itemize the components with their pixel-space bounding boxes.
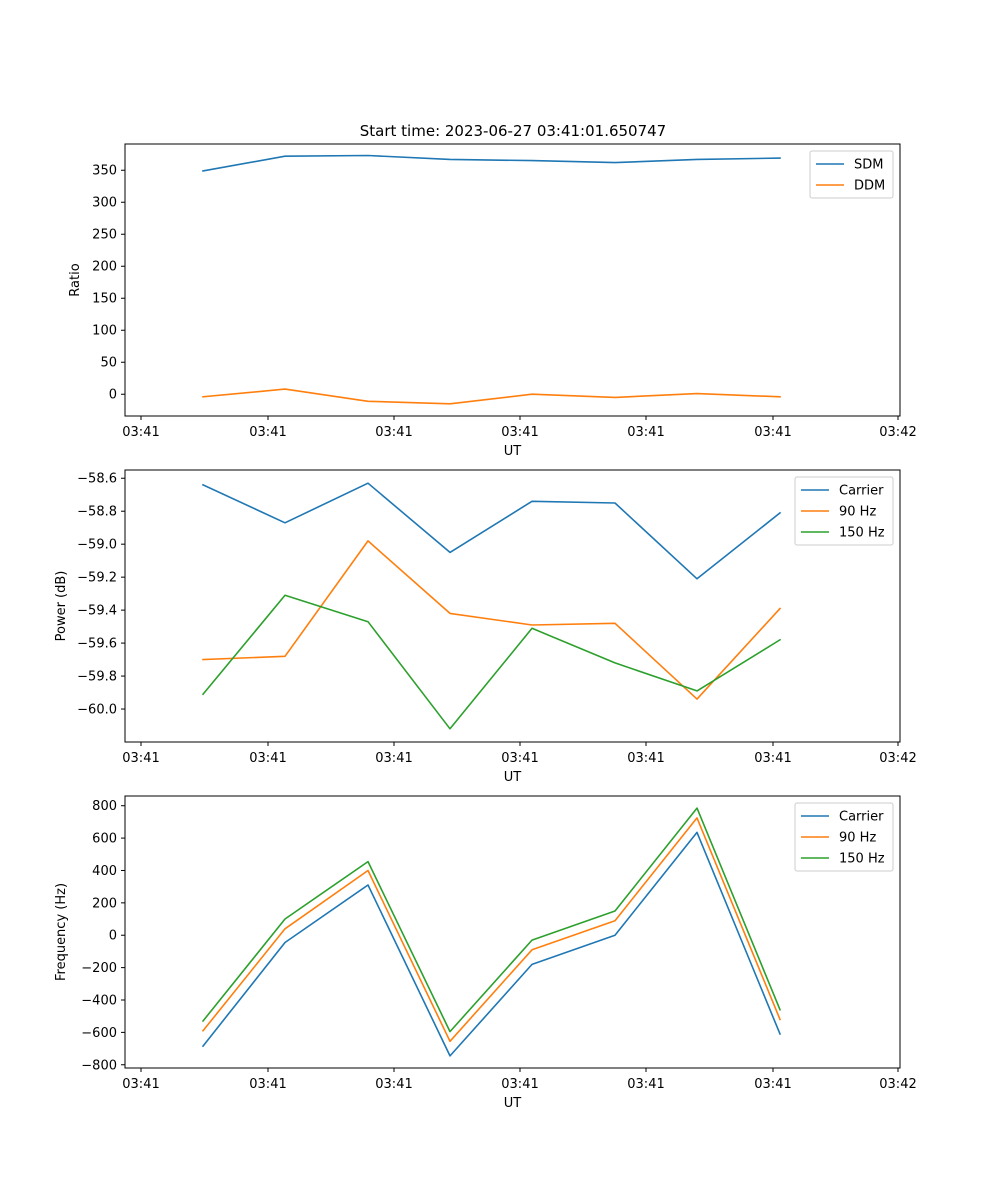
x-tick-label: 03:41 [501,1077,538,1092]
series-line-ddm [202,388,781,405]
legend-box [809,150,894,199]
y-tick-label: 100 [92,324,117,339]
x-tick-label: 03:41 [501,425,538,440]
x-tick-label: 03:41 [754,1077,791,1092]
legend-label: 90 Hz [839,831,876,846]
y-tick-label: −400 [81,994,117,1009]
legend: Carrier 90 Hz 150 Hz [794,476,894,546]
x-tick-label: 03:41 [249,425,286,440]
y-tick-label: −59.6 [77,637,117,652]
x-tick-label: 03:42 [879,425,916,440]
x-tick-label: 03:41 [754,425,791,440]
x-axis-label: UT [504,1096,522,1111]
chart-panel-1: 0 50 100 150 200 250 300 350 03:41 03:41 03:41 03:4… [68,143,917,459]
y-axis-label: Ratio [68,263,83,296]
y-tick-label: 350 [92,164,117,179]
y-tick-label: −58.8 [77,505,117,520]
legend: Carrier 90 Hz 150 Hz [794,802,894,872]
x-tick-label: 03:41 [627,1077,664,1092]
x-tick-label: 03:41 [122,425,159,440]
legend-box [794,802,894,872]
legend-label: Carrier [839,810,884,825]
y-tick-label: −59.4 [77,604,117,619]
y-tick-label: 50 [100,356,117,371]
axes-frame [124,143,901,417]
y-tick-label: 300 [92,196,117,211]
y-tick-label: −60.0 [77,703,117,718]
x-tick-label: 03:41 [122,751,159,766]
y-tick-label: −200 [81,961,117,976]
x-tick-label: 03:41 [501,751,538,766]
x-tick-label: 03:41 [627,425,664,440]
y-axis-label: Frequency (Hz) [54,883,69,981]
y-tick-label: 200 [92,896,117,911]
x-tick-label: 03:41 [375,1077,412,1092]
y-tick-label: 150 [92,292,117,307]
legend-label: SDM [854,158,883,173]
x-tick-label: 03:42 [879,751,916,766]
series-line-150-hz [201,594,782,730]
y-tick-label: 600 [92,832,117,847]
chart-panel-3: −800 −600 −400 −200 0 200 400 600 800 03:41 03:41 0… [54,795,917,1111]
x-axis-label: UT [504,770,522,785]
legend-label: 150 Hz [839,526,885,541]
legend-label: Carrier [839,484,884,499]
x-tick-label: 03:41 [249,1077,286,1092]
axes-frame [124,469,901,743]
x-tick-label: 03:41 [627,751,664,766]
series-line-90-hz [201,817,782,1043]
x-tick-label: 03:41 [249,751,286,766]
y-tick-label: −800 [81,1058,117,1073]
x-tick-label: 03:41 [375,425,412,440]
y-tick-label: −59.8 [77,670,117,685]
legend: SDM DDM [809,150,894,199]
x-axis-label: UT [504,444,522,459]
y-tick-label: −59.2 [77,571,117,586]
x-tick-label: 03:41 [754,751,791,766]
y-tick-label: 0 [109,388,117,403]
chart-title: Start time: 2023-06-27 03:41:01.650747 [360,122,666,140]
series-line-150-hz [201,807,782,1033]
y-tick-label: 200 [92,260,117,275]
series-line-carrier [201,831,782,1057]
legend-label: 150 Hz [839,852,885,867]
x-tick-label: 03:42 [879,1077,916,1092]
y-tick-label: −59.0 [77,538,117,553]
legend-label: 90 Hz [839,505,876,520]
legend-label: DDM [854,179,885,194]
series-line-carrier [201,482,782,580]
axes-frame [124,795,901,1069]
chart-panel-2: −60.0 −59.8 −59.6 −59.4 −59.2 −59.0 −58.8 −58.6… [54,469,917,785]
y-tick-label: 250 [92,228,117,243]
y-tick-label: 400 [92,864,117,879]
legend-box [794,476,894,546]
y-axis-label: Power (dB) [54,571,69,642]
x-tick-label: 03:41 [375,751,412,766]
y-tick-label: 800 [92,799,117,814]
series-line-sdm [202,154,781,172]
y-tick-label: 0 [109,929,117,944]
y-tick-label: −58.6 [77,472,117,487]
panels: 0 50 100 150 200 250 300 350 03:41 03:41 03:41 03:4… [54,143,917,1111]
x-tick-label: 03:41 [122,1077,159,1092]
y-tick-label: −600 [81,1026,117,1041]
series-line-90-hz [202,540,782,700]
